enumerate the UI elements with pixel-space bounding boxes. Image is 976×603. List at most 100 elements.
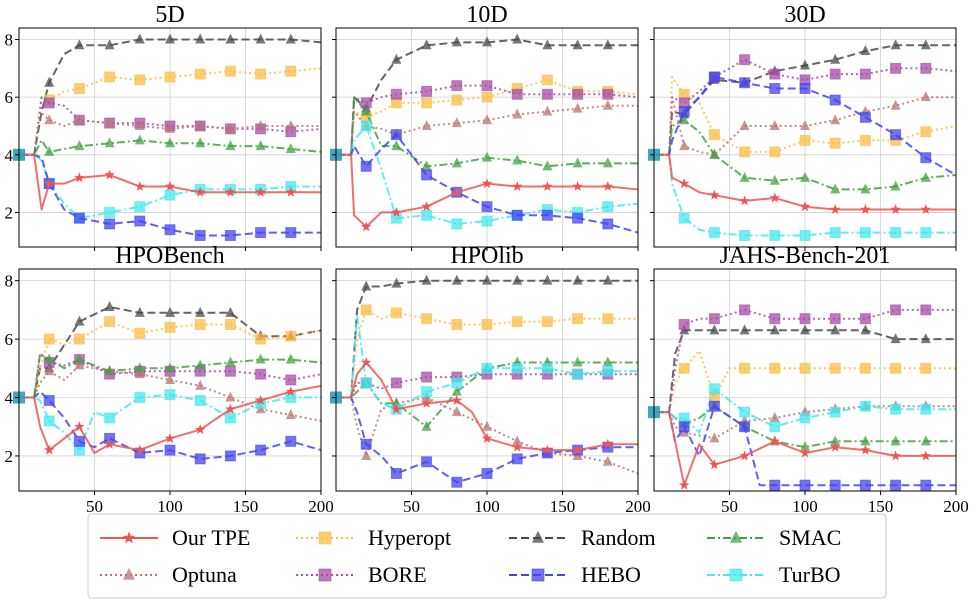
point-optuna <box>709 432 720 443</box>
point-ourtpe <box>195 424 206 435</box>
point-optuna <box>739 119 750 130</box>
point-smac <box>165 137 175 148</box>
point-bore <box>739 304 751 316</box>
point-smac <box>542 160 553 171</box>
point-hyperopt <box>73 83 85 95</box>
point-turbo <box>164 389 176 401</box>
point-optuna <box>890 99 901 110</box>
point-optuna <box>134 119 145 130</box>
point-random <box>512 33 523 44</box>
point-bore <box>769 68 781 80</box>
point-optuna <box>512 435 523 446</box>
point-hyperopt <box>194 319 206 330</box>
point-hebo <box>678 421 690 433</box>
point-hebo <box>224 229 236 241</box>
point-ourtpe <box>134 181 145 191</box>
point-turbo <box>194 394 206 406</box>
x-tick-label: 100 <box>157 497 183 516</box>
series-line-smac <box>20 352 321 399</box>
point-hebo <box>511 453 523 465</box>
legend-label: HEBO <box>581 562 641 587</box>
point-turbo <box>481 362 493 374</box>
series-line-hebo <box>20 153 321 237</box>
series-line-random <box>655 44 956 156</box>
point-hebo <box>164 224 176 236</box>
point-ourtpe <box>481 432 493 443</box>
point-random <box>602 274 613 285</box>
point-turbo <box>602 201 614 213</box>
point-ourtpe <box>709 189 720 200</box>
point-random <box>451 274 462 285</box>
point-ourtpe <box>74 172 85 183</box>
point-smac <box>800 171 810 182</box>
point-ourtpe <box>451 186 462 197</box>
point-hyperopt <box>890 362 902 374</box>
x-tick-label: 100 <box>474 497 500 516</box>
point-bore <box>602 88 614 100</box>
point-ourtpe <box>830 441 841 452</box>
point-hyperopt <box>224 65 236 77</box>
x-tick-label: 50 <box>721 497 738 516</box>
point-hebo <box>134 215 146 227</box>
legend-item-random: Random <box>509 525 656 550</box>
point-optuna <box>769 119 780 130</box>
point-hyperopt <box>739 362 751 374</box>
legend-label: Our TPE <box>172 525 250 550</box>
point-smac <box>860 183 871 194</box>
point-ourtpe <box>164 432 176 443</box>
point-hebo <box>739 421 751 433</box>
point-optuna <box>74 114 85 125</box>
series-line-optuna <box>655 405 956 440</box>
point-optuna <box>451 406 462 417</box>
point-bore <box>859 68 871 80</box>
point-smac <box>195 359 206 370</box>
point-random <box>890 39 901 50</box>
legend-label: Hyperopt <box>368 525 451 550</box>
x-tick-label: 150 <box>233 497 259 516</box>
x-tick-label: 50 <box>86 497 103 516</box>
point-random <box>165 306 175 317</box>
point-random <box>74 315 85 326</box>
point-hyperopt <box>104 71 116 83</box>
series-group <box>655 304 956 491</box>
legend-item-hyperopt: Hyperopt <box>296 525 451 550</box>
point-hyperopt <box>224 319 236 330</box>
point-turbo <box>859 400 871 412</box>
point-random <box>104 39 115 50</box>
point-smac <box>74 140 85 151</box>
legend-marker <box>122 531 136 544</box>
point-ourtpe <box>44 444 55 455</box>
point-hebo <box>224 450 236 462</box>
point-turbo <box>602 365 614 377</box>
point-turbo <box>739 406 751 418</box>
point-smac <box>920 435 931 446</box>
point-ourtpe <box>679 479 690 490</box>
legend-item-hebo: HEBO <box>509 562 641 587</box>
series-line-ourtpe <box>20 153 321 211</box>
point-optuna <box>830 114 841 125</box>
point-optuna <box>74 359 85 370</box>
point-hyperopt <box>541 74 553 86</box>
series-line-ourtpe <box>655 153 956 211</box>
point-hebo <box>451 476 463 488</box>
point-turbo <box>890 227 902 239</box>
x-tick-label: 200 <box>943 497 969 516</box>
series-group <box>20 300 321 465</box>
point-hebo <box>390 129 402 141</box>
point-smac <box>421 160 432 171</box>
point-hebo <box>285 227 297 239</box>
point-smac <box>769 174 780 185</box>
point-smac <box>134 134 145 145</box>
point-optuna <box>679 140 690 151</box>
legend-item-turbo: TurBO <box>707 562 841 587</box>
point-hyperopt <box>421 97 433 109</box>
point-optuna <box>165 122 175 133</box>
point-hyperopt <box>829 362 841 374</box>
point-ourtpe <box>602 438 613 449</box>
panel-title: 30D <box>784 2 825 28</box>
point-ourtpe <box>920 204 931 214</box>
point-ourtpe <box>285 186 296 197</box>
series-line-random <box>20 38 321 156</box>
point-hyperopt <box>451 319 463 330</box>
point-turbo <box>451 218 463 230</box>
